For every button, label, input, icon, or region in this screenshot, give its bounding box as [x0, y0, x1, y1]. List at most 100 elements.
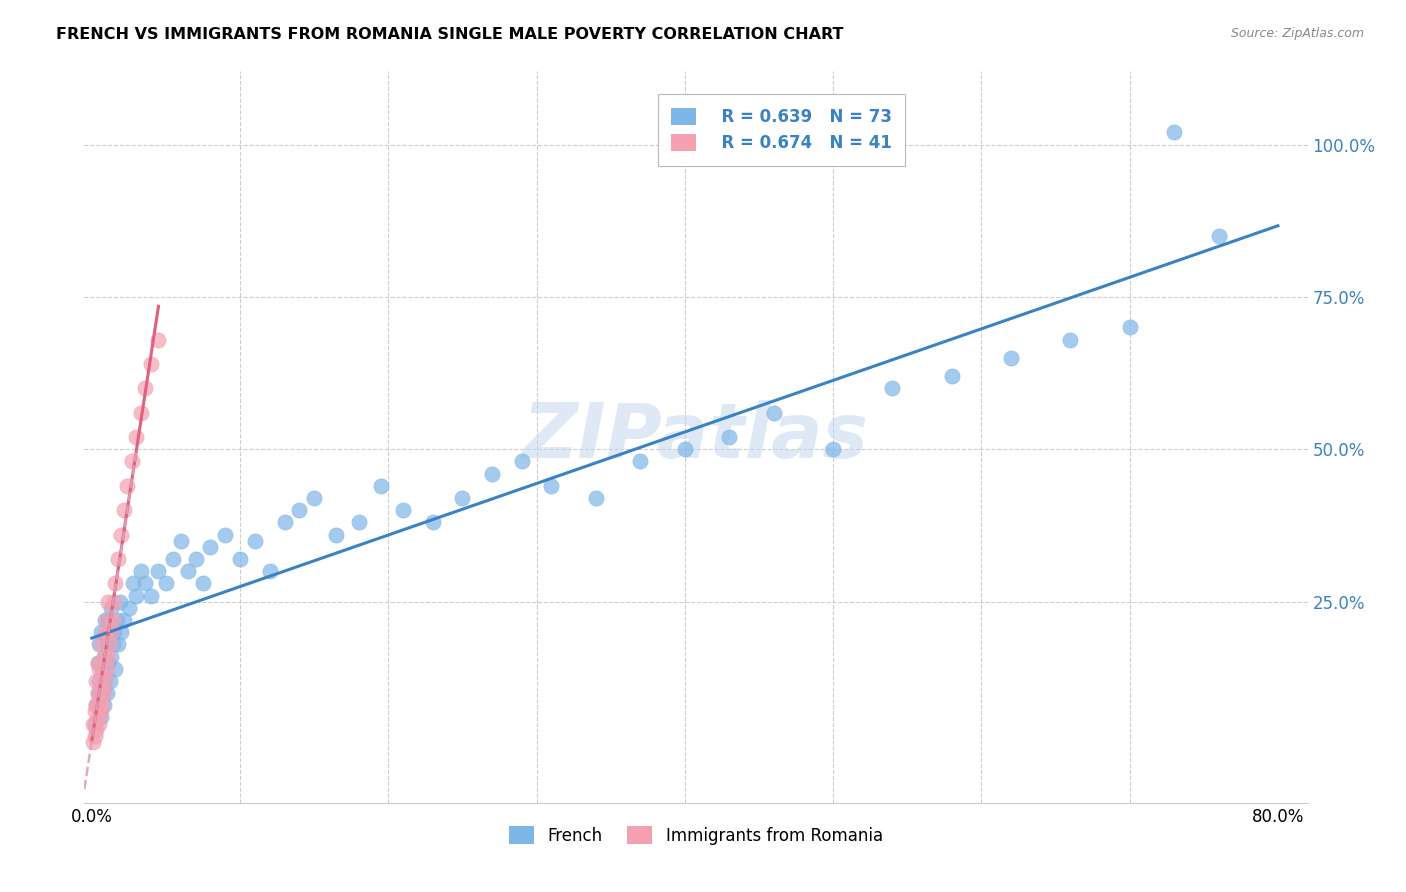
Point [104, 576, 127, 591]
Point [129, 564, 152, 578]
Point [108, 594, 131, 608]
Point [94, 673, 117, 688]
Point [422, 516, 444, 530]
Point [155, 576, 177, 591]
Point [184, 552, 207, 566]
Point [718, 430, 741, 444]
Text: ZIPatlas: ZIPatlas [523, 401, 869, 474]
Legend: French, Immigrants from Romania: French, Immigrants from Romania [501, 818, 891, 853]
Point [451, 491, 474, 505]
Point [103, 625, 125, 640]
Point [86, 656, 108, 670]
Point [93, 649, 115, 664]
Point [585, 491, 607, 505]
Point [1000, 351, 1022, 365]
Point [481, 467, 503, 481]
Point [84, 698, 107, 713]
Point [98, 637, 121, 651]
Point [941, 369, 963, 384]
Point [1059, 333, 1081, 347]
Point [100, 625, 122, 640]
Point [100, 649, 122, 664]
Point [347, 516, 370, 530]
Point [90, 625, 112, 640]
Point [134, 381, 156, 395]
Point [1118, 320, 1140, 334]
Point [97, 594, 120, 608]
Point [112, 613, 135, 627]
Point [110, 625, 132, 640]
Point [89, 716, 111, 731]
Point [121, 454, 143, 468]
Point [89, 662, 111, 676]
Point [117, 479, 139, 493]
Point [139, 357, 162, 371]
Point [112, 503, 135, 517]
Point [823, 442, 845, 457]
Point [103, 594, 125, 608]
Point [93, 686, 115, 700]
Point [89, 673, 111, 688]
Point [83, 716, 105, 731]
Point [86, 710, 108, 724]
Point [93, 698, 115, 713]
Point [93, 649, 115, 664]
Point [628, 454, 651, 468]
Point [125, 430, 148, 444]
Point [200, 540, 222, 554]
Point [96, 662, 118, 676]
Point [100, 600, 122, 615]
Point [97, 613, 120, 627]
Point [97, 649, 120, 664]
Point [540, 479, 562, 493]
Point [177, 564, 200, 578]
Point [673, 442, 696, 457]
Point [148, 564, 170, 578]
Point [1163, 125, 1185, 139]
Point [97, 656, 120, 670]
Point [107, 552, 129, 566]
Point [82, 716, 104, 731]
Point [273, 516, 295, 530]
Point [243, 533, 266, 548]
Point [91, 698, 114, 713]
Point [82, 735, 104, 749]
Point [134, 576, 156, 591]
Point [882, 381, 904, 395]
Point [148, 333, 170, 347]
Point [96, 637, 118, 651]
Point [118, 600, 141, 615]
Point [370, 479, 392, 493]
Point [392, 503, 415, 517]
Point [84, 698, 107, 713]
Point [122, 576, 145, 591]
Point [762, 406, 785, 420]
Point [94, 613, 117, 627]
Point [325, 527, 347, 541]
Point [98, 625, 121, 640]
Point [162, 552, 184, 566]
Point [84, 723, 107, 737]
Point [94, 625, 117, 640]
Point [94, 673, 117, 688]
Point [104, 662, 127, 676]
Point [98, 673, 121, 688]
Point [96, 686, 118, 700]
Point [89, 637, 111, 651]
Text: FRENCH VS IMMIGRANTS FROM ROMANIA SINGLE MALE POVERTY CORRELATION CHART: FRENCH VS IMMIGRANTS FROM ROMANIA SINGLE… [56, 27, 844, 42]
Point [83, 729, 105, 743]
Point [170, 533, 193, 548]
Point [110, 527, 132, 541]
Point [105, 613, 128, 627]
Point [86, 686, 108, 700]
Point [90, 637, 112, 651]
Point [510, 454, 533, 468]
Point [107, 637, 129, 651]
Point [259, 564, 281, 578]
Point [89, 692, 111, 706]
Point [86, 686, 108, 700]
Point [96, 613, 118, 627]
Point [86, 656, 108, 670]
Point [191, 576, 214, 591]
Point [1208, 229, 1230, 244]
